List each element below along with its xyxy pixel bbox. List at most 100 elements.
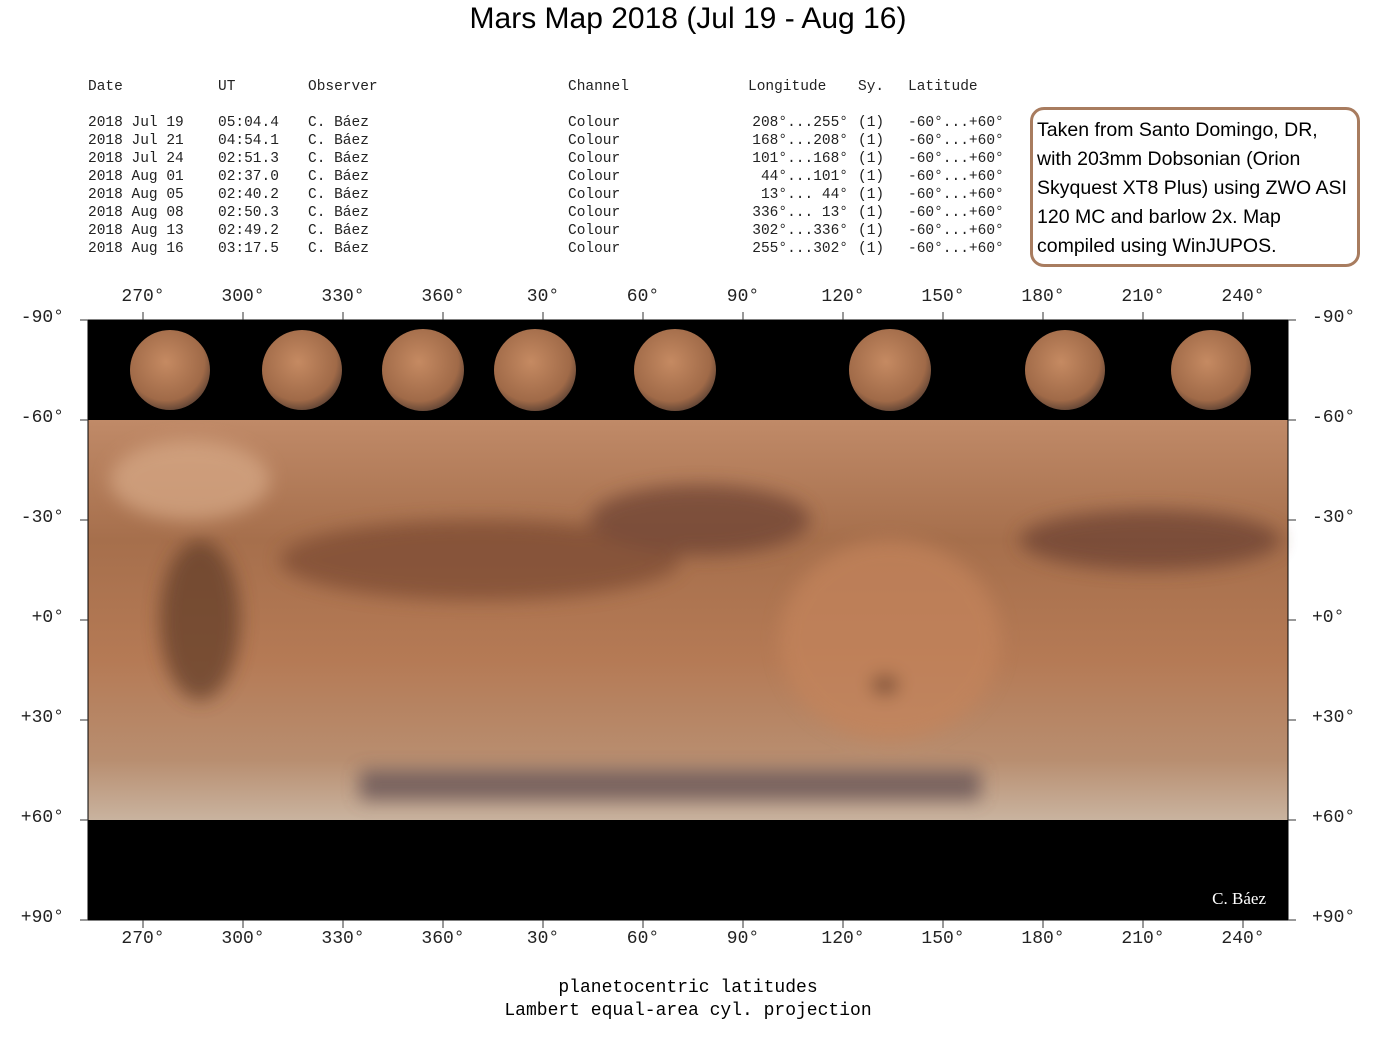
latitude-label: +30° [1312,708,1356,728]
table-cell: Colour [568,133,621,149]
table-cell: C. Báez [308,223,369,239]
table-cell: (1) [858,205,885,221]
table-cell: -60°...+60° [908,241,1004,257]
longitude-label: 90° [726,929,760,949]
table-cell: -60°...+60° [908,151,1004,167]
latitude-label: +0° [1312,608,1345,628]
longitude-label: 180° [1021,287,1065,307]
longitude-label: 270° [121,929,165,949]
table-cell: 05:04.4 [218,115,279,131]
table-cell: (1) [858,241,885,257]
table-cell: C. Báez [308,241,369,257]
table-cell: 02:37.0 [218,169,279,185]
table-cell: C. Báez [308,133,369,149]
table-cell: -60°...+60° [908,133,1004,149]
latitude-label: +90° [1312,908,1356,928]
longitude-label: 360° [421,929,465,949]
table-cell: 336°... 13° [752,205,848,221]
table-cell: -60°...+60° [908,223,1004,239]
table-cell: C. Báez [308,151,369,167]
table-cell: 2018 Aug 01 [88,169,184,185]
footer-line: Lambert equal-area cyl. projection [504,1001,872,1021]
table-cell: Colour [568,205,621,221]
longitude-label: 270° [121,287,165,307]
table-cell: (1) [858,187,885,203]
table-cell: 02:51.3 [218,151,279,167]
latitude-label: -60° [20,408,64,428]
table-cell: -60°...+60° [908,205,1004,221]
longitude-label: 210° [1121,287,1165,307]
table-cell: 208°...255° [752,115,848,131]
longitude-label: 240° [1221,287,1265,307]
table-cell: 13°... 44° [752,187,848,203]
table-cell: 168°...208° [752,133,848,149]
latitude-label: -90° [20,308,64,328]
table-cell: 2018 Jul 21 [88,133,184,149]
table-cell: (1) [858,151,885,167]
note: Taken from Santo Domingo, DR, with 203mm… [1030,107,1360,267]
table-cell: (1) [858,133,885,149]
table-cell: Colour [568,223,621,239]
table-cell: Colour [568,115,621,131]
table-cell: 2018 Aug 08 [88,205,184,221]
latitude-label: +0° [31,608,64,628]
longitude-label: 120° [821,929,865,949]
latitude-label: -30° [1312,508,1356,528]
latitude-label: +90° [20,908,64,928]
surface-features [110,440,1280,800]
table-cell: C. Báez [308,187,369,203]
table-cell: 2018 Aug 05 [88,187,184,203]
longitude-label: 150° [921,287,965,307]
latitude-label: -60° [1312,408,1356,428]
latitude-label: -90° [1312,308,1356,328]
table-header: Date [88,79,123,95]
table-cell: (1) [858,223,885,239]
table-cell: 02:50.3 [218,205,279,221]
table-header: UT [218,79,236,95]
table-cell: 101°...168° [752,151,848,167]
table-cell: Colour [568,151,621,167]
longitude-label: 30° [526,287,560,307]
longitude-label: 300° [221,287,265,307]
table-cell: -60°...+60° [908,115,1004,131]
longitude-label: 60° [626,929,660,949]
table-cell: C. Báez [308,205,369,221]
signature: C. Báez [1212,889,1266,908]
table-cell: 2018 Jul 24 [88,151,184,167]
table-header: Longitude [748,79,827,95]
table-cell: (1) [858,115,885,131]
table-cell: 04:54.1 [218,133,279,149]
longitude-label: 60° [626,287,660,307]
latitude-label: +60° [1312,808,1356,828]
longitude-label: 180° [1021,929,1065,949]
table-cell: 02:49.2 [218,223,279,239]
longitude-label: 330° [321,287,365,307]
longitude-label: 120° [821,287,865,307]
table-cell: 2018 Jul 19 [88,115,184,131]
latitude-label: +60° [20,808,64,828]
longitude-label: 240° [1221,929,1265,949]
table-header: Sy. [858,79,885,95]
table-header: Observer [308,79,378,95]
longitude-label: 300° [221,929,265,949]
table-cell: Colour [568,241,621,257]
table-cell: -60°...+60° [908,169,1004,185]
longitude-label: 90° [726,287,760,307]
table-header: Latitude [908,79,978,95]
longitude-label: 330° [321,929,365,949]
table-cell: 44°...101° [752,169,848,185]
table-cell: Colour [568,169,621,185]
table-cell: Colour [568,187,621,203]
table-cell: 03:17.5 [218,241,279,257]
footer-line: planetocentric latitudes [558,978,818,998]
latitude-label: -30° [20,508,64,528]
table-cell: 02:40.2 [218,187,279,203]
table-cell: 255°...302° [752,241,848,257]
longitude-label: 150° [921,929,965,949]
table-cell: 2018 Aug 16 [88,241,184,257]
table-cell: C. Báez [308,169,369,185]
latitude-label: +30° [20,708,64,728]
title: Mars Map 2018 (Jul 19 - Aug 16) [469,2,907,35]
